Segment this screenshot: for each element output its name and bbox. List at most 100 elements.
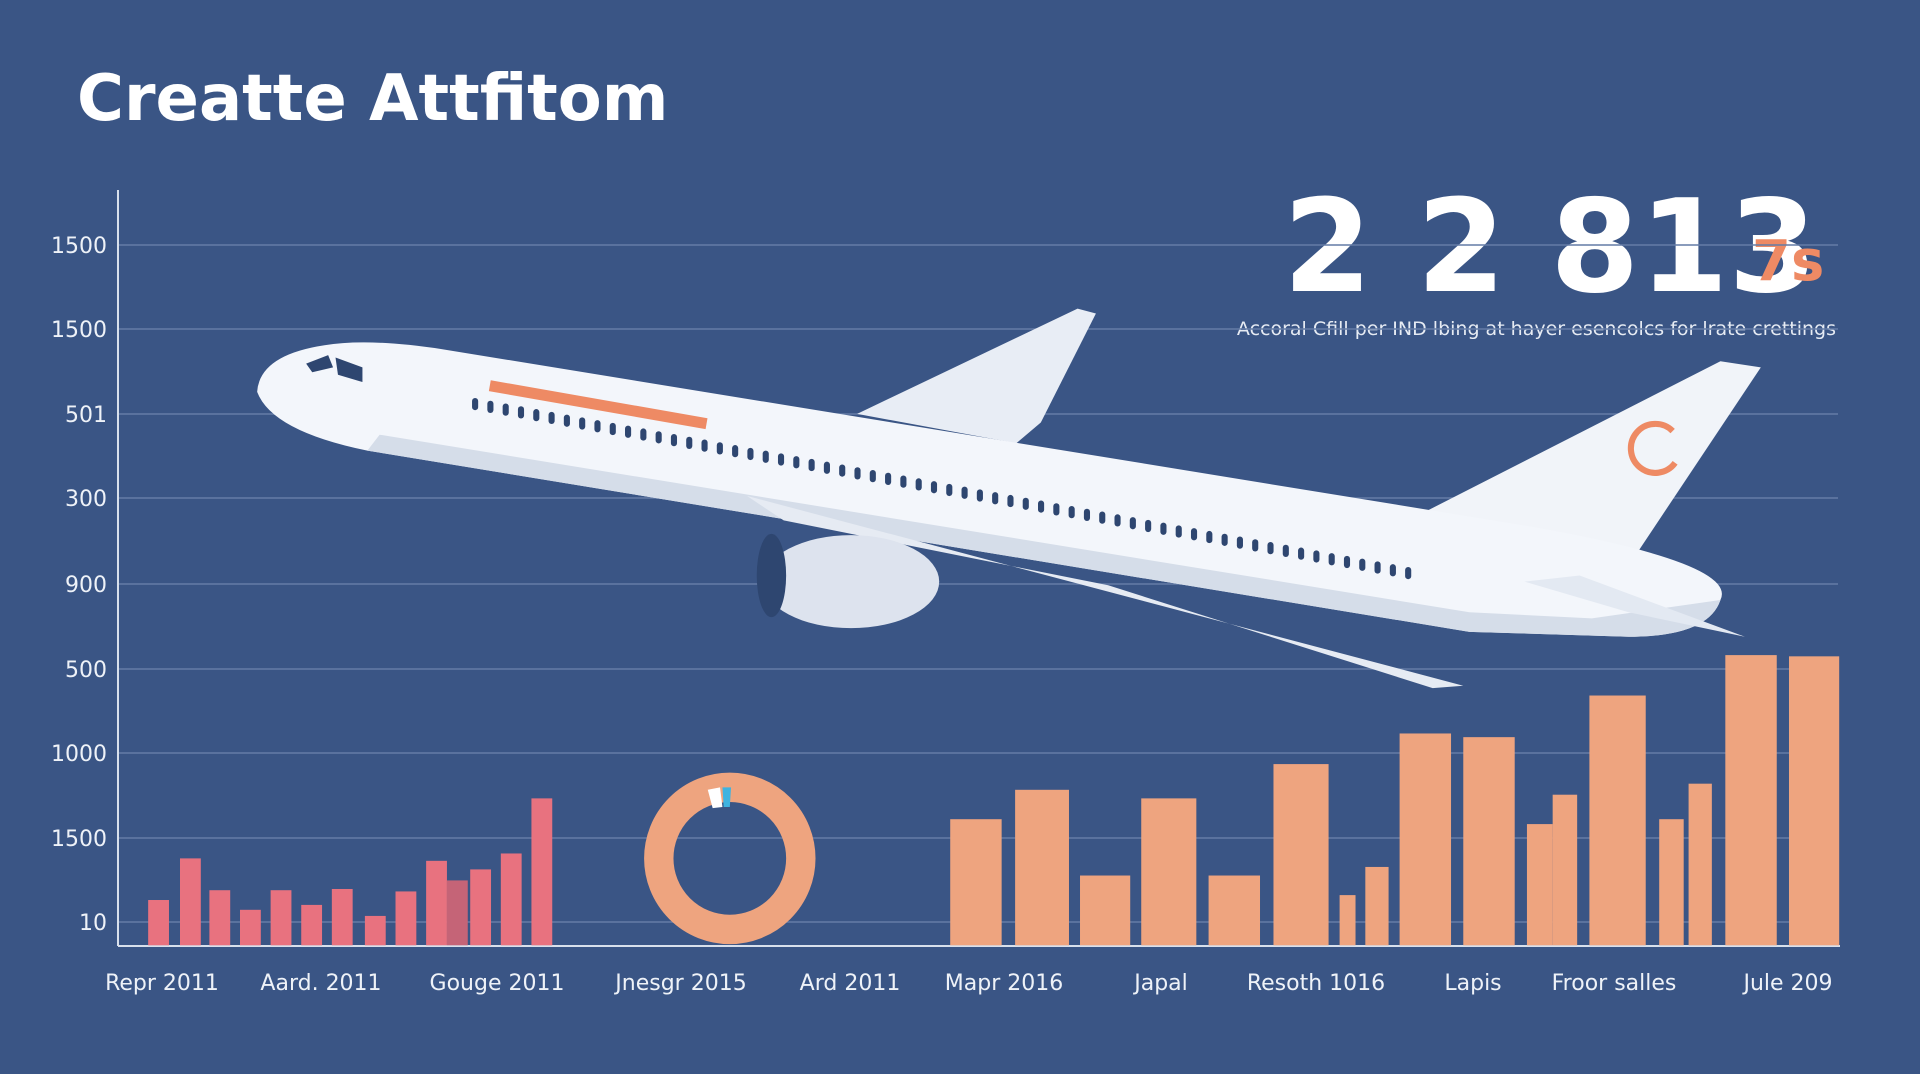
fuselage bbox=[257, 342, 1722, 637]
window bbox=[1068, 505, 1075, 519]
bar-orange bbox=[1015, 789, 1069, 946]
window bbox=[946, 483, 953, 497]
y-label: 501 bbox=[65, 403, 107, 428]
y-label: 10 bbox=[79, 911, 107, 936]
bar-orange bbox=[1399, 733, 1452, 946]
window bbox=[1053, 503, 1060, 516]
window bbox=[1236, 536, 1243, 549]
y-label: 300 bbox=[65, 487, 107, 512]
window bbox=[1389, 564, 1396, 577]
window bbox=[1038, 500, 1045, 513]
wing-back bbox=[857, 308, 1096, 444]
stabilizer bbox=[1524, 575, 1745, 637]
window bbox=[640, 428, 647, 441]
bar-orange bbox=[1365, 866, 1389, 946]
bar-orange bbox=[1463, 737, 1515, 946]
bar-pink bbox=[426, 860, 447, 946]
window bbox=[716, 442, 723, 455]
window bbox=[1160, 522, 1167, 535]
window bbox=[1405, 566, 1412, 580]
bar-orange bbox=[1589, 695, 1646, 946]
stat-value: 2 2 813 bbox=[1283, 173, 1817, 322]
window bbox=[1175, 525, 1182, 538]
window bbox=[1099, 511, 1106, 524]
window bbox=[701, 439, 708, 452]
window bbox=[839, 464, 846, 477]
window bbox=[1114, 514, 1121, 527]
cockpit-window bbox=[335, 357, 363, 383]
bar-pink bbox=[301, 904, 323, 946]
window bbox=[900, 475, 907, 488]
window bbox=[579, 417, 586, 430]
y-label: 500 bbox=[65, 658, 107, 683]
window bbox=[472, 397, 479, 411]
window bbox=[961, 486, 968, 499]
window bbox=[1267, 542, 1274, 555]
y-label: 1000 bbox=[51, 742, 107, 767]
window bbox=[1343, 555, 1351, 569]
x-label: Jule 209 bbox=[1741, 971, 1832, 996]
window bbox=[563, 414, 570, 427]
x-label: Jnesgr 2015 bbox=[613, 971, 746, 996]
airplane bbox=[257, 308, 1761, 689]
x-label: Mapr 2016 bbox=[945, 971, 1063, 996]
window bbox=[1129, 517, 1136, 530]
window bbox=[487, 400, 494, 413]
bar-pink bbox=[209, 890, 231, 946]
window bbox=[1313, 550, 1320, 563]
window bbox=[1190, 528, 1198, 541]
window bbox=[502, 403, 509, 416]
bar-pink bbox=[270, 890, 292, 946]
window bbox=[1298, 547, 1305, 560]
window bbox=[1359, 558, 1366, 571]
window bbox=[854, 467, 861, 480]
window bbox=[1374, 561, 1381, 574]
tail-logo bbox=[1627, 420, 1678, 476]
wing-front bbox=[746, 495, 1464, 689]
bar-orange bbox=[1788, 656, 1840, 946]
bar-pink bbox=[240, 909, 261, 946]
bar-orange bbox=[950, 819, 1002, 946]
bar-orange bbox=[1526, 824, 1553, 946]
bar-pink bbox=[395, 891, 417, 946]
stat-unit: 7s bbox=[1752, 229, 1824, 294]
engine-intake bbox=[756, 533, 787, 618]
bar-pink bbox=[331, 888, 353, 946]
cockpit-window bbox=[306, 355, 334, 373]
window bbox=[747, 447, 754, 461]
x-label: Japal bbox=[1132, 971, 1188, 996]
window bbox=[1007, 494, 1014, 508]
window bbox=[976, 489, 983, 502]
bar-pink bbox=[470, 869, 492, 946]
window bbox=[655, 431, 662, 444]
y-label: 1500 bbox=[51, 234, 107, 259]
window bbox=[885, 472, 892, 486]
bar-pink bbox=[446, 880, 468, 946]
bar-orange bbox=[1141, 798, 1197, 946]
window bbox=[1328, 553, 1335, 566]
bar-orange bbox=[1080, 875, 1131, 946]
donut-slice bbox=[722, 787, 732, 807]
x-label: Gouge 2011 bbox=[430, 971, 565, 996]
tail-fin bbox=[1408, 361, 1761, 566]
window bbox=[625, 425, 632, 438]
x-label: Repr 2011 bbox=[105, 971, 219, 996]
window bbox=[777, 453, 785, 466]
fuselage-shadow bbox=[367, 434, 1721, 637]
window bbox=[1022, 497, 1029, 510]
window bbox=[1221, 533, 1228, 546]
bar-orange bbox=[1552, 794, 1578, 946]
y-label: 1500 bbox=[51, 318, 107, 343]
bar-orange bbox=[1725, 655, 1777, 946]
window bbox=[823, 461, 830, 474]
window bbox=[1206, 530, 1213, 544]
bar-pink bbox=[531, 798, 553, 946]
window bbox=[548, 411, 555, 425]
livery-stripe bbox=[488, 380, 708, 430]
window bbox=[1145, 519, 1152, 533]
bar-pink bbox=[148, 900, 169, 946]
bar-pink bbox=[500, 853, 522, 946]
bar-orange bbox=[1659, 819, 1684, 946]
x-label: Froor salles bbox=[1552, 971, 1677, 996]
